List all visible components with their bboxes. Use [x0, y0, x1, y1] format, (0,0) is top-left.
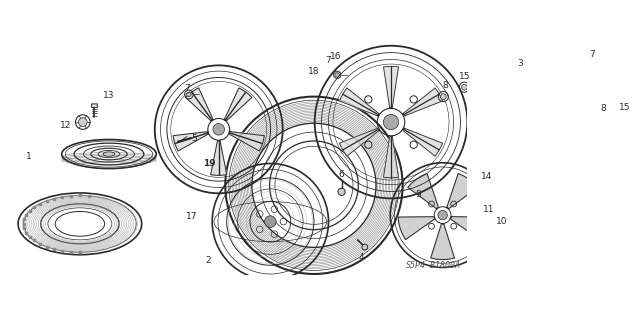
Polygon shape — [383, 137, 399, 178]
Text: 7: 7 — [184, 84, 189, 93]
Circle shape — [187, 92, 191, 97]
Polygon shape — [211, 141, 227, 175]
Polygon shape — [339, 88, 379, 116]
FancyBboxPatch shape — [92, 104, 97, 108]
Polygon shape — [580, 118, 623, 136]
Text: 2: 2 — [205, 256, 211, 265]
Circle shape — [338, 188, 345, 196]
Text: 6: 6 — [339, 170, 344, 179]
Polygon shape — [507, 118, 549, 136]
Text: 7: 7 — [325, 56, 331, 65]
Circle shape — [213, 123, 225, 135]
Circle shape — [438, 211, 447, 220]
Text: 18: 18 — [308, 67, 320, 76]
Circle shape — [580, 57, 585, 62]
Text: 1: 1 — [26, 152, 32, 161]
Text: 14: 14 — [481, 172, 493, 181]
Text: 7: 7 — [589, 50, 595, 59]
Text: 5: 5 — [191, 134, 197, 143]
Polygon shape — [383, 66, 399, 108]
Text: 19: 19 — [203, 159, 216, 168]
Polygon shape — [173, 132, 208, 151]
Text: 8: 8 — [442, 81, 447, 90]
Text: 15: 15 — [620, 103, 631, 112]
Text: 9: 9 — [415, 190, 420, 199]
Text: 11: 11 — [483, 205, 495, 214]
Circle shape — [602, 116, 607, 122]
Polygon shape — [431, 224, 454, 260]
Text: S5P4-B1800A: S5P4-B1800A — [406, 261, 461, 270]
Polygon shape — [403, 128, 443, 156]
Polygon shape — [570, 83, 596, 124]
Text: 8: 8 — [600, 105, 606, 114]
Text: 16: 16 — [330, 52, 342, 61]
Polygon shape — [403, 88, 443, 116]
Polygon shape — [451, 217, 487, 240]
Text: 17: 17 — [186, 212, 198, 221]
Text: 12: 12 — [60, 121, 71, 130]
Circle shape — [622, 117, 628, 123]
Circle shape — [79, 118, 87, 126]
Polygon shape — [398, 217, 435, 240]
Text: 3: 3 — [516, 59, 522, 68]
Polygon shape — [532, 83, 559, 124]
Polygon shape — [339, 128, 379, 156]
Circle shape — [556, 130, 573, 147]
Text: 10: 10 — [496, 217, 508, 226]
Polygon shape — [229, 132, 264, 151]
Circle shape — [264, 216, 276, 227]
Polygon shape — [515, 147, 553, 180]
Circle shape — [335, 73, 339, 77]
Text: 15: 15 — [460, 72, 471, 81]
Circle shape — [461, 84, 467, 90]
Circle shape — [497, 212, 503, 218]
Text: 4: 4 — [358, 254, 364, 263]
Text: 13: 13 — [103, 92, 115, 100]
Polygon shape — [447, 174, 477, 209]
Circle shape — [383, 115, 399, 130]
Polygon shape — [186, 88, 213, 121]
Polygon shape — [408, 174, 438, 209]
Circle shape — [440, 94, 446, 100]
Ellipse shape — [103, 152, 115, 156]
Polygon shape — [557, 154, 573, 196]
Polygon shape — [577, 147, 614, 180]
Circle shape — [362, 244, 368, 250]
Polygon shape — [225, 88, 252, 121]
